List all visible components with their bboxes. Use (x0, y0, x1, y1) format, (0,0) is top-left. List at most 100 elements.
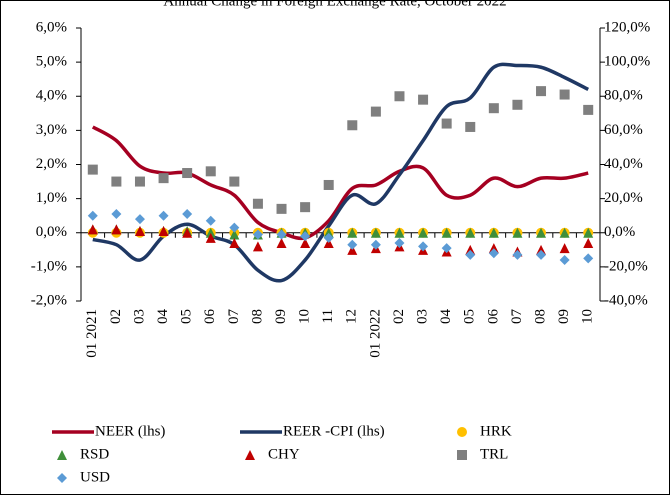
y-tick-label: -2,0% (31, 292, 67, 308)
marker (205, 232, 216, 243)
marker (583, 253, 594, 264)
marker (559, 255, 570, 266)
y2-tick-label: 100,0% (604, 54, 650, 70)
marker (559, 243, 570, 254)
marker (488, 248, 499, 259)
marker (394, 237, 405, 248)
marker (134, 176, 145, 187)
marker (323, 227, 334, 238)
marker (205, 166, 216, 177)
marker (134, 214, 145, 225)
marker (512, 227, 523, 238)
legend-marker (57, 473, 67, 483)
marker (87, 224, 98, 235)
marker (276, 203, 287, 214)
y-tick-label: -1,0% (31, 258, 67, 274)
y2-tick-label: 20,0% (604, 190, 643, 206)
marker (347, 239, 358, 250)
marker (205, 227, 216, 238)
x-tick-label: 07 (226, 309, 242, 325)
marker (465, 121, 476, 132)
marker (418, 227, 429, 238)
marker (158, 226, 169, 237)
marker (111, 224, 122, 235)
y2-tick-label: 80,0% (604, 88, 643, 104)
y2-tick-label: -40,0% (604, 292, 648, 308)
legend-label: HRK (480, 423, 512, 439)
x-tick-label: 08 (532, 309, 548, 324)
legend-label: RSD (80, 446, 109, 462)
marker (512, 99, 523, 110)
marker (252, 198, 263, 209)
legend-label: USD (80, 469, 110, 485)
marker (205, 215, 216, 226)
x-tick-label: 09 (273, 309, 289, 324)
marker (418, 94, 429, 105)
x-tick-label: 06 (485, 309, 501, 325)
x-tick-label: 12 (344, 309, 360, 324)
y-tick-label: 5,0% (36, 54, 67, 70)
marker (394, 227, 405, 238)
x-tick-label: 08 (249, 309, 265, 324)
y-tick-label: 1,0% (36, 190, 67, 206)
y2-tick-label: 40,0% (604, 156, 643, 172)
marker (512, 249, 523, 260)
marker (583, 237, 594, 248)
legend-marker (57, 450, 67, 460)
x-tick-label: 05 (179, 309, 195, 324)
marker (370, 227, 381, 238)
marker (134, 226, 145, 237)
marker (158, 210, 169, 221)
marker (252, 229, 263, 240)
y-tick-label: 6,0% (36, 19, 67, 35)
x-tick-label: 02 (391, 309, 407, 324)
marker (182, 227, 193, 238)
x-tick-label: 10 (297, 309, 313, 324)
legend-marker (245, 450, 255, 460)
y2-tick-label: 120,0% (604, 19, 650, 35)
marker (394, 91, 405, 102)
marker (465, 249, 476, 260)
marker (488, 243, 499, 254)
y2-tick-label: 60,0% (604, 122, 643, 138)
series-line (91, 125, 589, 241)
marker (300, 202, 311, 213)
x-tick-label: 05 (462, 309, 478, 324)
x-tick-label: 07 (509, 309, 525, 325)
marker (347, 120, 358, 131)
marker (300, 237, 311, 248)
marker (111, 176, 122, 187)
marker (276, 229, 287, 240)
x-tick-label: 09 (556, 309, 572, 324)
marker (182, 168, 193, 179)
marker (87, 164, 98, 175)
chart-title: Annual Change in Foreign Exchange Rate, … (163, 0, 506, 9)
marker (229, 229, 240, 240)
x-tick-label: 04 (438, 309, 454, 325)
x-tick-label: 11 (320, 309, 336, 323)
marker (441, 118, 452, 129)
marker (347, 244, 358, 255)
x-tick-label: 02 (108, 309, 124, 324)
marker (488, 103, 499, 114)
marker (536, 244, 547, 255)
x-tick-label: 10 (580, 309, 596, 324)
marker (182, 208, 193, 219)
x-tick-label: 01 2021 (84, 309, 100, 358)
marker (465, 227, 476, 238)
marker (347, 227, 358, 238)
y2-tick-label: 0,0% (604, 224, 635, 240)
y-tick-label: 4,0% (36, 88, 67, 104)
marker (229, 176, 240, 187)
marker (158, 173, 169, 184)
legend-label: TRL (480, 446, 508, 462)
y2-tick-label: -20,0% (604, 258, 648, 274)
marker (583, 227, 594, 238)
marker (418, 241, 429, 252)
marker (323, 179, 334, 190)
marker (276, 237, 287, 248)
y-tick-label: 3,0% (36, 122, 67, 138)
marker (229, 237, 240, 248)
